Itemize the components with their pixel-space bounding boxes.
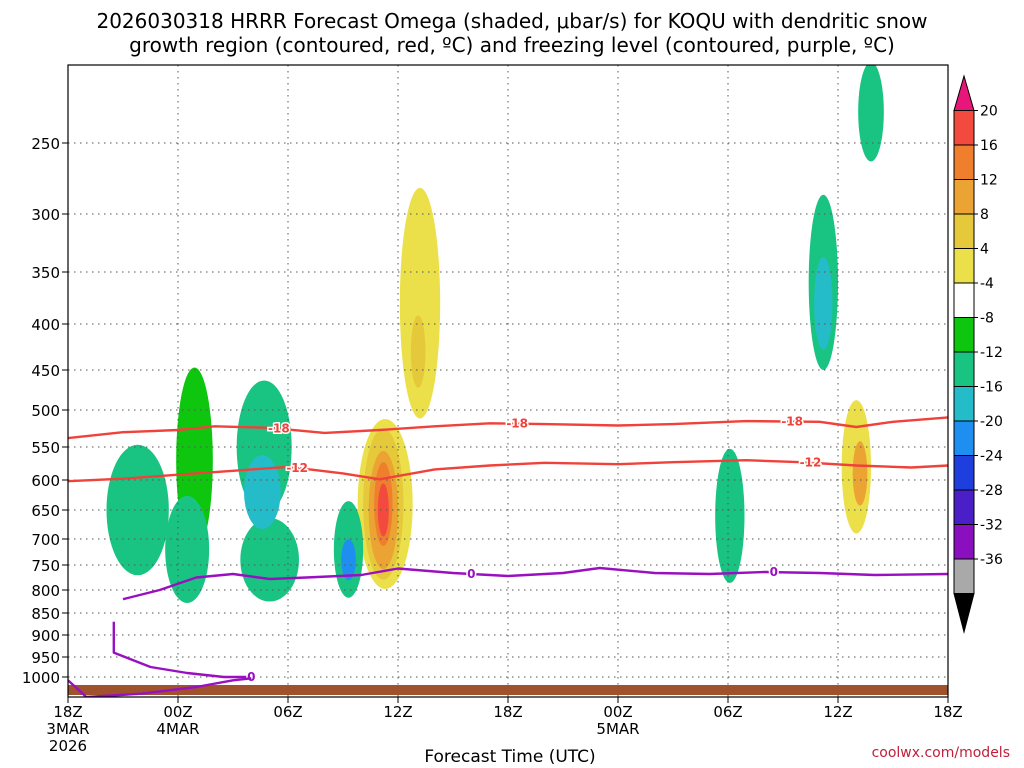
colorbar-swatch xyxy=(953,489,975,525)
chart-title-line-2: growth region (contoured, red, ºC) and f… xyxy=(129,33,895,57)
x-axis-title: Forecast Time (UTC) xyxy=(424,747,595,767)
colorbar-swatch xyxy=(953,144,975,180)
colorbar-swatch xyxy=(953,420,975,456)
colorbar-swatch xyxy=(953,386,975,422)
freezing-level-main-contour xyxy=(122,566,948,601)
colorbar-label: -16 xyxy=(980,380,1003,396)
dgz-minus-18-label: -18 xyxy=(506,417,528,431)
plot-area xyxy=(68,65,948,697)
colorbar-label: 16 xyxy=(980,138,998,154)
x-tick-label: 00Z xyxy=(163,703,192,721)
freezing-level-main-label: 0 xyxy=(467,567,475,581)
y-tick-label: 950 xyxy=(31,649,60,667)
x-tick-label: 18Z xyxy=(933,703,962,721)
y-tick-label: 500 xyxy=(31,402,60,420)
y-tick-label: 250 xyxy=(31,135,60,153)
omega-cell xyxy=(240,518,299,602)
colorbar-swatch xyxy=(953,248,975,284)
x-tick-label: 00Z xyxy=(603,703,632,721)
colorbar: 20 16 12 8 4 -4 -8 -12 -16 -20 -24 -28 -32 -36 xyxy=(953,74,1003,634)
colorbar-label: -32 xyxy=(980,518,1003,534)
colorbar-swatch xyxy=(953,351,975,387)
dgz-minus-12-label: -12 xyxy=(286,461,308,475)
x-tick-label: 06Z xyxy=(273,703,302,721)
colorbar-label: 4 xyxy=(980,242,989,258)
colorbar-label: -28 xyxy=(980,483,1003,499)
y-tick-label: 750 xyxy=(31,557,60,575)
colorbar-swatch-top-arrow xyxy=(953,74,975,111)
colorbar-swatch xyxy=(953,455,975,491)
x-tick-label: 18Z xyxy=(493,703,522,721)
y-tick-label: 400 xyxy=(31,316,60,334)
freezing-level-lower-label: 0 xyxy=(247,670,255,684)
freezing-level-main-label: 0 xyxy=(770,565,778,579)
dgz-minus-18-label: -18 xyxy=(781,415,803,429)
omega-cell xyxy=(377,483,389,537)
colorbar-label: 8 xyxy=(980,207,989,223)
x-tick-label: 2026 xyxy=(49,737,87,755)
colorbar-label: -36 xyxy=(980,552,1003,568)
omega-shading xyxy=(106,65,884,603)
y-tick-label: 900 xyxy=(31,627,60,645)
surface-ground-bar xyxy=(68,685,948,695)
credit-text: coolwx.com/models xyxy=(872,745,1010,761)
y-tick-label: 1000 xyxy=(22,669,60,687)
omega-cell xyxy=(399,187,441,419)
x-tick-label: 4MAR xyxy=(156,720,199,738)
chart-title-line-1: 2026030318 HRRR Forecast Omega (shaded, … xyxy=(96,9,927,33)
y-tick-label: 650 xyxy=(31,502,60,520)
x-tick-label: 12Z xyxy=(823,703,852,721)
omega-cell xyxy=(852,441,868,506)
colorbar-swatch xyxy=(953,213,975,249)
dgz-minus-12-label: -12 xyxy=(800,456,822,470)
x-tick-label: 18Z xyxy=(53,703,82,721)
omega-cell xyxy=(244,455,281,529)
colorbar-label: -8 xyxy=(980,311,994,327)
omega-cell xyxy=(814,257,833,350)
colorbar-swatch xyxy=(953,110,975,146)
gridlines xyxy=(68,65,948,697)
colorbar-label: 20 xyxy=(980,104,998,120)
y-tick-label: 300 xyxy=(31,206,60,224)
colorbar-label: -12 xyxy=(980,345,1003,361)
colorbar-label: -20 xyxy=(980,414,1003,430)
x-tick-label: 3MAR xyxy=(46,720,89,738)
omega-cell xyxy=(715,448,745,583)
y-tick-label: 350 xyxy=(31,264,60,282)
colorbar-label: -4 xyxy=(980,276,994,292)
colorbar-swatch xyxy=(953,282,975,318)
colorbar-label: -24 xyxy=(980,449,1003,465)
contours: -18 -18 -18 -12 -12 0 0 0 xyxy=(68,413,948,697)
colorbar-swatch xyxy=(953,179,975,215)
dgz-minus-12-contour xyxy=(68,459,948,483)
dgz-minus-18-contour xyxy=(68,416,948,440)
y-tick-label: 700 xyxy=(31,531,60,549)
freezing-level-surface-contour xyxy=(68,677,252,697)
colorbar-swatch-bottom-arrow xyxy=(953,593,975,634)
colorbar-swatch xyxy=(953,317,975,353)
omega-cell xyxy=(341,539,356,581)
freezing-level-lower-contour xyxy=(112,621,252,679)
colorbar-swatch xyxy=(953,524,975,560)
y-tick-label: 850 xyxy=(31,605,60,623)
colorbar-swatch xyxy=(953,558,975,594)
y-tick-label: 450 xyxy=(31,362,60,380)
y-tick-label: 550 xyxy=(31,439,60,457)
dgz-minus-18-label: -18 xyxy=(268,422,290,436)
x-tick-label: 5MAR xyxy=(596,720,639,738)
x-tick-label: 06Z xyxy=(713,703,742,721)
x-tick-label: 12Z xyxy=(383,703,412,721)
y-tick-label: 800 xyxy=(31,582,60,600)
omega-cell xyxy=(858,65,884,162)
colorbar-label: 12 xyxy=(980,173,998,189)
omega-cell xyxy=(410,315,426,388)
y-axis: 250 300 350 400 450 500 550 600 650 700 750 800 850 9… xyxy=(22,135,68,687)
y-tick-label: 600 xyxy=(31,472,60,490)
